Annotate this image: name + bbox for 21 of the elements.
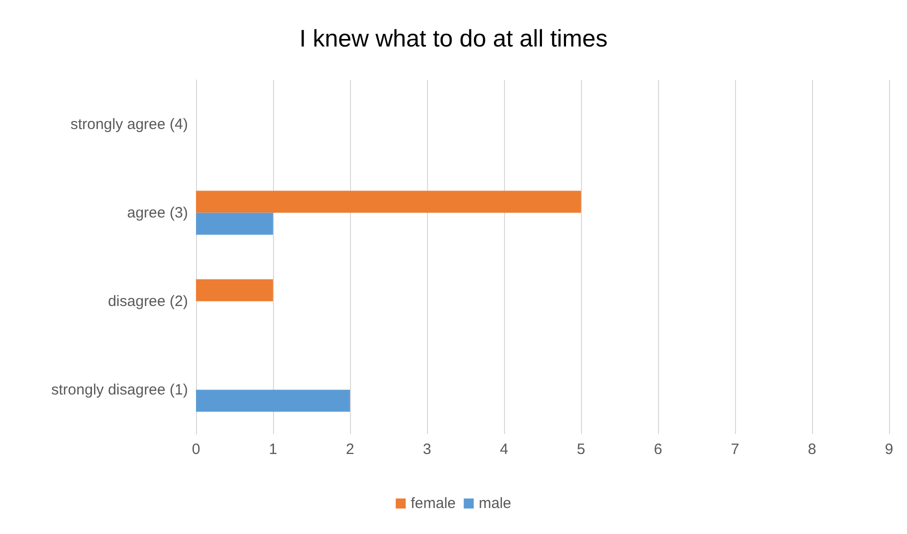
legend-label: female [410, 495, 456, 512]
bar [196, 279, 273, 302]
x-tick-label: 7 [730, 441, 740, 458]
x-tick-label: 1 [268, 441, 278, 458]
x-tick-label: 5 [576, 441, 586, 458]
bar [196, 212, 273, 235]
x-tick-label: 4 [500, 441, 508, 458]
bar [196, 190, 581, 213]
y-tick-label: strongly agree (4) [70, 116, 188, 133]
y-tick-label: disagree (2) [108, 292, 188, 310]
x-tick-label: 8 [808, 441, 816, 458]
legend-label: male [478, 495, 512, 512]
bar [196, 390, 350, 412]
x-tick-label: 0 [192, 441, 200, 458]
x-tick-label: 2 [346, 441, 354, 458]
chart-title: I knew what to do at all times [299, 26, 608, 52]
x-tick-label: 3 [422, 441, 432, 458]
y-tick-label: agree (3) [127, 204, 188, 222]
x-tick-label: 9 [884, 441, 894, 458]
x-tick-label: 6 [654, 441, 662, 458]
y-tick-label: strongly disagree (1) [51, 381, 188, 398]
